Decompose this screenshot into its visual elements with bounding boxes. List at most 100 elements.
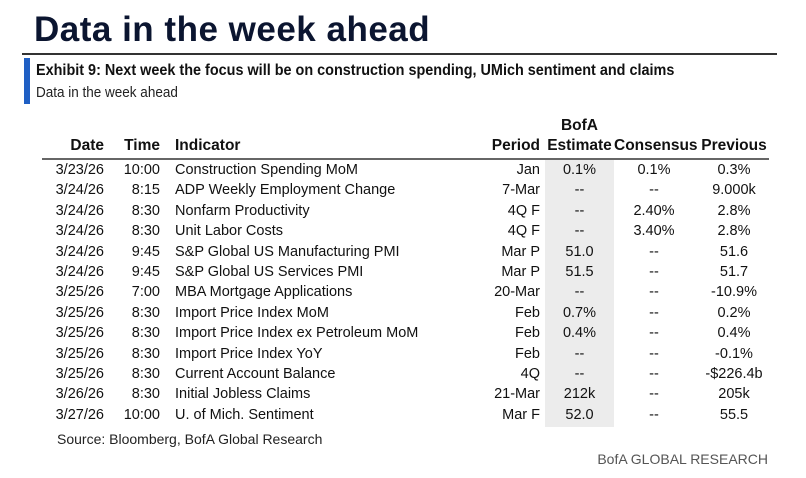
cell-date: 3/25/26 — [55, 284, 104, 301]
table-row: 3/24/26 9:45 S&P Global US Services PMI Mar… — [0, 262, 806, 282]
cell-consensus: -- — [649, 325, 659, 342]
cell-indicator: ADP Weekly Employment Change — [175, 182, 396, 199]
cell-consensus: -- — [649, 304, 659, 321]
cell-previous: 0.2% — [717, 304, 751, 321]
table-row: 3/27/26 10:00 U. of Mich. Sentiment Mar F 52… — [0, 405, 806, 425]
cell-indicator: Initial Jobless Claims — [175, 386, 311, 403]
cell-previous: 9.000k — [712, 182, 756, 199]
cell-previous: 0.4% — [717, 325, 751, 342]
cell-previous: 0.3% — [717, 162, 751, 178]
cell-previous: -$226.4b — [705, 366, 763, 382]
source-note: Source: Bloomberg, BofA Global Research — [57, 431, 323, 447]
cell-time: 8:30 — [131, 366, 160, 382]
cell-consensus: -- — [649, 366, 659, 382]
cell-estimate: -- — [574, 366, 585, 382]
cell-date: 3/26/26 — [55, 386, 104, 403]
cell-date: 3/24/26 — [55, 264, 104, 280]
cell-previous: 2.8% — [717, 223, 751, 240]
cell-estimate: 0.1% — [562, 162, 597, 178]
table-row: 3/24/26 8:30 Nonfarm Productivity 4Q F -- 2.4… — [0, 201, 806, 221]
header-estimate-top: BofA — [560, 117, 599, 134]
cell-estimate: 51.5 — [565, 264, 594, 280]
cell-indicator: Construction Spending MoM — [175, 162, 358, 178]
header-indicator: Indicator — [175, 137, 241, 154]
cell-date: 3/25/26 — [55, 345, 104, 362]
cell-previous: -10.9% — [711, 284, 757, 301]
header-divider — [42, 158, 769, 160]
cell-time: 9:45 — [131, 243, 160, 260]
page-title: Data in the week ahead — [34, 10, 431, 49]
exhibit-title: Exhibit 9: Next week the focus will be o… — [36, 62, 675, 79]
table-row: 3/25/26 8:30 Import Price Index ex Petrole… — [0, 323, 806, 343]
estimate-column-shading — [545, 160, 614, 427]
header-date: Date — [70, 137, 104, 154]
cell-period: Mar F — [502, 406, 540, 423]
cell-time: 8:30 — [131, 345, 160, 362]
header-previous: Previous — [701, 137, 767, 154]
cell-time: 8:30 — [131, 325, 160, 342]
cell-estimate: 52.0 — [565, 406, 594, 423]
cell-consensus: -- — [649, 345, 659, 362]
cell-previous: -0.1% — [715, 345, 753, 362]
cell-date: 3/24/26 — [55, 243, 104, 260]
cell-indicator: Import Price Index YoY — [175, 345, 323, 362]
cell-time: 10:00 — [123, 162, 160, 178]
cell-period: Mar P — [501, 264, 540, 280]
cell-indicator: Nonfarm Productivity — [175, 202, 310, 219]
table-row: 3/24/26 8:15 ADP Weekly Employment Change 7… — [0, 180, 806, 200]
cell-consensus: -- — [649, 182, 659, 199]
cell-previous: 55.5 — [719, 406, 749, 423]
cell-date: 3/24/26 — [55, 223, 104, 240]
cell-consensus: -- — [649, 406, 659, 423]
cell-time: 8:30 — [131, 202, 160, 219]
cell-consensus: -- — [649, 386, 659, 403]
cell-consensus: -- — [649, 264, 659, 280]
header-consensus: Consensus — [614, 137, 698, 154]
header-estimate: Estimate — [547, 137, 612, 154]
cell-period: Mar P — [501, 243, 540, 260]
table-row: 3/24/26 8:30 Unit Labor Costs 4Q F -- 3.40% 2.… — [0, 221, 806, 241]
cell-indicator: S&P Global US Manufacturing PMI — [175, 243, 400, 260]
cell-period: 4Q — [520, 366, 540, 382]
cell-consensus: 3.40% — [633, 223, 675, 240]
cell-time: 9:45 — [131, 264, 160, 280]
cell-date: 3/23/26 — [55, 162, 104, 178]
cell-period: 4Q F — [507, 202, 540, 219]
cell-indicator: Import Price Index ex Petroleum MoM — [175, 325, 419, 342]
cell-date: 3/27/26 — [55, 406, 104, 423]
cell-previous: 51.6 — [719, 243, 749, 260]
cell-consensus: 0.1% — [637, 162, 671, 178]
cell-period: 7-Mar — [502, 182, 540, 199]
cell-consensus: -- — [649, 243, 659, 260]
cell-estimate: 212k — [563, 386, 596, 403]
cell-indicator: MBA Mortgage Applications — [175, 284, 353, 301]
cell-estimate: 0.4% — [562, 325, 597, 342]
cell-time: 8:30 — [131, 223, 160, 240]
cell-consensus: -- — [649, 284, 659, 301]
footer-brand: BofA GLOBAL RESEARCH — [597, 451, 768, 467]
cell-time: 8:30 — [131, 304, 160, 321]
cell-period: Jan — [516, 162, 540, 178]
exhibit-subtitle: Data in the week ahead — [36, 84, 178, 101]
cell-indicator: Current Account Balance — [175, 366, 336, 382]
cell-estimate: -- — [574, 345, 585, 362]
cell-period: Feb — [515, 304, 540, 321]
cell-estimate: -- — [574, 284, 585, 301]
table-row: 3/26/26 8:30 Initial Jobless Claims 21-Mar 2… — [0, 384, 806, 404]
cell-date: 3/25/26 — [55, 366, 104, 382]
cell-time: 10:00 — [123, 406, 160, 423]
header-time: Time — [124, 137, 160, 154]
table-row: 3/23/26 10:00 Construction Spending MoM Jan… — [0, 160, 806, 180]
cell-indicator: U. of Mich. Sentiment — [175, 406, 314, 423]
cell-estimate: 0.7% — [562, 304, 597, 321]
cell-indicator: Import Price Index MoM — [175, 304, 329, 321]
cell-period: 21-Mar — [494, 386, 540, 403]
cell-date: 3/24/26 — [55, 182, 104, 199]
table-row: 3/25/26 8:30 Import Price Index YoY Feb -- --… — [0, 344, 806, 364]
cell-consensus: 2.40% — [633, 202, 675, 219]
cell-period: 20-Mar — [494, 284, 540, 301]
table-row: 3/25/26 8:30 Current Account Balance 4Q -- --… — [0, 364, 806, 384]
cell-time: 7:00 — [131, 284, 160, 301]
cell-previous: 51.7 — [719, 264, 749, 280]
cell-period: Feb — [515, 325, 540, 342]
